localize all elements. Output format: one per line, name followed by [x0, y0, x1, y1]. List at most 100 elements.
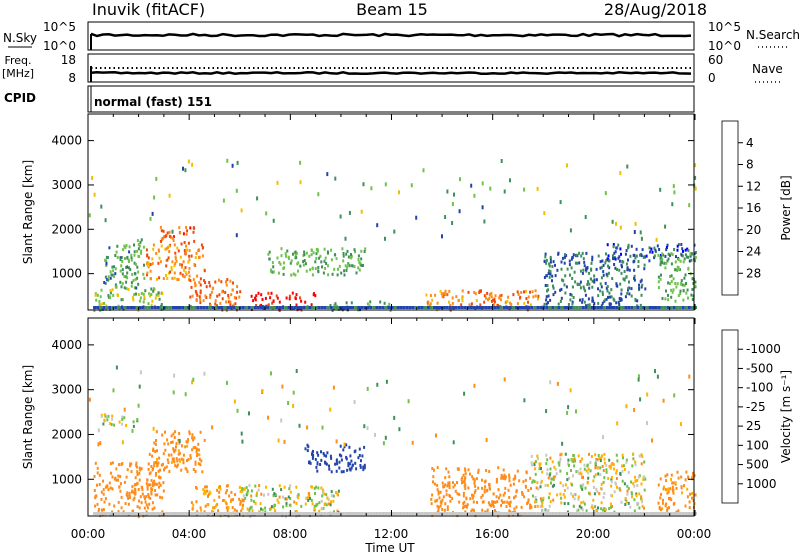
range-cell	[588, 492, 591, 496]
range-cell	[199, 463, 202, 467]
range-cell	[568, 263, 571, 267]
range-cell	[102, 422, 105, 426]
range-cell	[146, 478, 149, 482]
range-cell	[474, 484, 477, 488]
range-cell	[467, 468, 470, 472]
range-cell	[231, 163, 234, 168]
range-cell	[513, 496, 515, 500]
range-cell	[295, 303, 298, 307]
y-tick-label: 1000	[51, 472, 82, 486]
range-cell	[547, 476, 550, 480]
range-cell	[96, 471, 99, 475]
range-cell	[363, 466, 366, 470]
range-cell	[448, 306, 452, 309]
range-cell	[607, 264, 609, 268]
range-cell	[620, 298, 623, 302]
range-cell	[256, 491, 258, 495]
range-cell	[144, 306, 148, 309]
range-cell	[472, 306, 476, 309]
range-cell	[600, 285, 603, 289]
range-cell	[444, 502, 447, 506]
range-cell	[581, 251, 584, 255]
range-cell	[132, 420, 135, 424]
range-cell	[472, 512, 476, 515]
range-cell	[384, 435, 387, 440]
range-cell	[675, 255, 677, 259]
range-cell	[407, 399, 410, 404]
range-cell	[321, 425, 324, 430]
range-cell	[448, 512, 452, 515]
range-cell	[568, 259, 571, 263]
colorbar-tick-label: 500	[746, 458, 769, 472]
range-cell	[523, 398, 526, 403]
range-cell	[348, 306, 351, 309]
colorbar-tick-label: 16	[746, 201, 761, 215]
range-cell	[108, 512, 112, 515]
range-cell	[285, 254, 288, 258]
range-cell	[134, 476, 137, 480]
range-cell	[635, 494, 638, 498]
range-cell	[151, 299, 154, 303]
range-cell	[332, 494, 335, 498]
range-cell	[355, 271, 358, 275]
range-cell	[464, 476, 467, 480]
range-cell	[686, 255, 688, 259]
range-cell	[621, 265, 623, 269]
range-cell	[238, 497, 241, 501]
range-cell	[196, 293, 199, 297]
range-cell	[674, 481, 677, 485]
range-cell	[206, 503, 209, 507]
range-cell	[137, 488, 140, 491]
range-cell	[98, 483, 101, 486]
range-cell	[423, 512, 427, 515]
range-cell	[470, 183, 473, 188]
range-cell	[436, 498, 439, 502]
range-cell	[633, 498, 636, 502]
range-cell	[627, 286, 630, 290]
range-cell	[149, 277, 152, 280]
range-cell	[278, 495, 281, 499]
range-cell	[653, 256, 656, 260]
range-cell	[547, 301, 549, 305]
range-cell	[102, 512, 106, 515]
range-cell	[225, 309, 228, 313]
range-cell	[508, 512, 512, 515]
range-cell	[429, 302, 432, 306]
range-cell	[477, 468, 480, 472]
range-cell	[615, 284, 618, 288]
range-cell	[332, 512, 336, 515]
range-cell	[665, 479, 668, 483]
range-cell	[579, 459, 582, 463]
range-cell	[452, 440, 455, 445]
range-cell	[674, 282, 677, 285]
range-cell	[691, 252, 694, 256]
range-cell	[501, 501, 504, 504]
range-cell	[439, 490, 442, 494]
range-cell	[626, 291, 629, 295]
range-cell	[612, 245, 615, 249]
range-cell	[612, 467, 615, 471]
range-cell	[523, 290, 525, 294]
range-cell	[123, 512, 127, 515]
range-cell	[311, 273, 314, 277]
range-cell	[244, 306, 248, 309]
range-cell	[439, 512, 442, 515]
range-cell	[248, 411, 250, 416]
range-cell	[171, 260, 174, 264]
range-cell	[173, 276, 176, 280]
range-cell	[645, 306, 649, 309]
range-cell	[664, 297, 667, 301]
range-cell	[559, 200, 562, 205]
range-cell	[226, 508, 229, 512]
range-cell	[326, 496, 329, 500]
range-cell	[153, 441, 156, 445]
range-cell	[610, 478, 613, 482]
nsky-tick-bottom: 10^0	[43, 39, 76, 53]
range-cell	[665, 248, 668, 252]
range-cell	[473, 383, 476, 388]
range-cell	[473, 479, 476, 483]
range-cell	[137, 243, 140, 247]
range-cell	[105, 307, 108, 311]
range-cell	[335, 459, 338, 463]
range-cell	[584, 293, 587, 297]
